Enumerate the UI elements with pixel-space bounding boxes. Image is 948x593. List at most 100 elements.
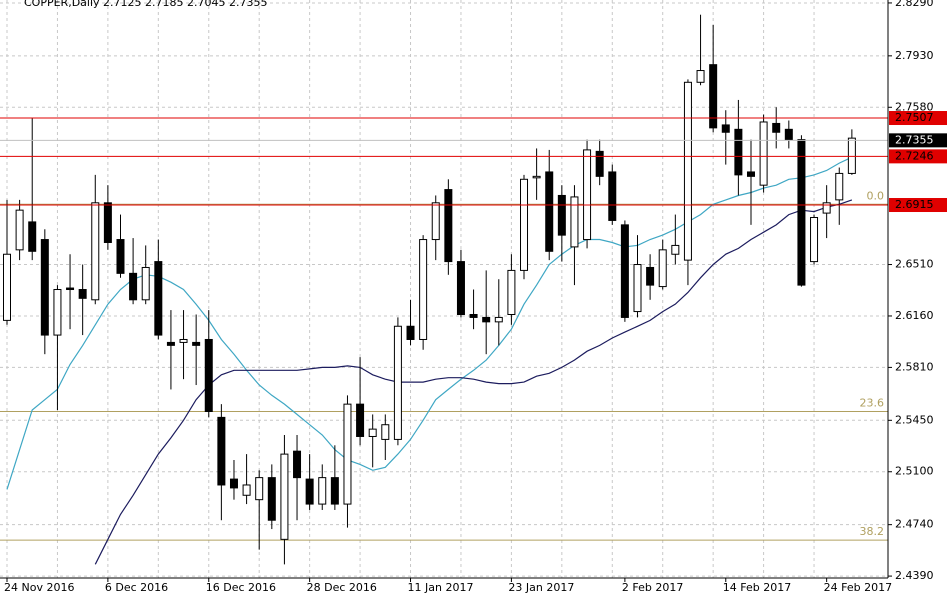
candle-body (557, 194, 566, 236)
candle-body (91, 202, 100, 301)
candle-body (507, 269, 516, 315)
candle-body (431, 202, 440, 241)
candle-body (356, 403, 365, 437)
price-tag (889, 133, 947, 148)
candle-body (784, 128, 793, 141)
candle-body (15, 209, 24, 251)
price-tag (889, 149, 947, 164)
candle-body (305, 478, 314, 505)
candle-body (797, 139, 806, 286)
candle-body (520, 178, 529, 271)
candle-body (141, 266, 150, 301)
candle-body (658, 249, 667, 288)
x-tick-label: 6 Dec 2016 (105, 581, 168, 593)
candle-body (671, 244, 680, 255)
candle-body (835, 172, 844, 201)
x-tick-label: 23 Jan 2017 (508, 581, 574, 593)
candle-body (318, 477, 327, 505)
candle-body (192, 341, 201, 346)
candle-body (595, 150, 604, 177)
y-tick-label: 2.7930 (895, 49, 934, 62)
candle-body (494, 316, 503, 323)
candle-body (166, 341, 175, 346)
candle-body (381, 424, 390, 440)
price-tag-label: 2.6915 (895, 198, 934, 211)
chart-title: COPPER,Daily 2.7125 2.7185 2.7045 2.7355 (24, 0, 267, 9)
x-tick-label: 24 Nov 2016 (4, 581, 74, 593)
y-tick-label: 2.7580 (895, 100, 934, 113)
x-tick-label: 24 Feb 2017 (824, 581, 892, 593)
candle-body (545, 171, 554, 252)
candle-body (242, 484, 251, 496)
y-tick-label: 2.5810 (895, 360, 934, 373)
x-tick-label: 14 Feb 2017 (723, 581, 791, 593)
price-tag-label: 2.7246 (895, 149, 934, 162)
price-tag (889, 198, 947, 213)
candle-body (129, 272, 138, 301)
candle-body (66, 287, 75, 291)
candle-body (393, 325, 402, 440)
candle-body (217, 416, 226, 486)
candle-body (696, 70, 705, 83)
candle-body (583, 149, 592, 241)
candle-body (53, 289, 62, 336)
candle-body (28, 221, 37, 252)
candle-body (293, 450, 302, 479)
fib-label: 23.6 (860, 396, 885, 409)
candle-body (255, 477, 264, 501)
candle-body (3, 253, 11, 321)
candle-body (78, 289, 87, 299)
price-tag-label: 2.7507 (895, 111, 934, 124)
candle-body (40, 239, 49, 336)
candle-body (822, 202, 831, 214)
x-tick-label: 28 Dec 2016 (307, 581, 377, 593)
y-tick-label: 2.6160 (895, 309, 934, 322)
candle-body (721, 124, 730, 133)
y-tick-label: 2.4390 (895, 569, 934, 582)
candle-body (267, 477, 276, 521)
candle-body (746, 171, 755, 177)
y-tick-label: 2.6510 (895, 258, 934, 271)
candle-body (456, 261, 465, 315)
candle-body (646, 266, 655, 286)
candle-body (280, 453, 289, 540)
marks (0, 14, 888, 565)
y-tick-label: 2.5450 (895, 413, 934, 426)
candle-body (683, 81, 692, 261)
candle-body (482, 316, 491, 323)
candle-body (847, 137, 856, 174)
candle-body (734, 128, 743, 176)
candle-body (444, 189, 453, 263)
candle-body (633, 264, 642, 313)
x-tick-label: 16 Dec 2016 (206, 581, 276, 593)
candle-body (103, 202, 112, 243)
candle-body (772, 122, 781, 133)
y-tick-label: 2.4740 (895, 518, 934, 531)
candle-body (154, 261, 163, 336)
candle-body (204, 338, 213, 412)
candle-body (532, 175, 541, 179)
candle-body (570, 196, 579, 248)
candle-body (620, 224, 629, 318)
y-tick-label: 2.5100 (895, 465, 934, 478)
candle-body (810, 217, 819, 263)
x-tick-label: 2 Feb 2017 (622, 581, 683, 593)
candle-body (759, 121, 768, 186)
candle-body (608, 171, 617, 221)
candle-body (116, 239, 125, 274)
candle-body (368, 428, 377, 437)
price-tag (889, 111, 947, 126)
x-tick-label: 11 Jan 2017 (408, 581, 474, 593)
candle-body (179, 338, 188, 343)
fib-label: 0.0 (867, 189, 885, 202)
candle-body (330, 477, 339, 505)
candle-body (419, 239, 428, 340)
candle-body (406, 325, 415, 340)
moving-average (94, 199, 853, 565)
candle-body (229, 478, 238, 489)
y-tick-label: 2.8290 (895, 0, 934, 9)
candle-body (469, 313, 478, 318)
price-tag-label: 2.7355 (895, 133, 934, 146)
